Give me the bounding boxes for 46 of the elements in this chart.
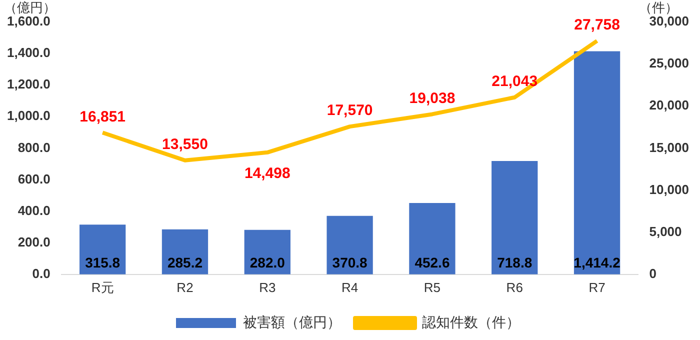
x-tick-label: R2 (176, 280, 194, 295)
data-label: 21,043 (492, 73, 538, 90)
bar (80, 224, 126, 274)
bar (574, 51, 620, 274)
y-tick-label: 0.0 (32, 266, 50, 281)
y2-axis-title: （件） (639, 0, 678, 16)
y2-tick-label: 5,000 (649, 224, 682, 239)
y-tick-label: 1,400.0 (7, 45, 50, 60)
y2-tick-label: 10,000 (649, 182, 690, 197)
data-label: 16,851 (80, 108, 126, 126)
data-label: 13,550 (162, 136, 208, 154)
data-label: 315.8 (85, 254, 120, 270)
y2-tick-label: 15,000 (649, 140, 690, 155)
bar (409, 203, 456, 274)
y2-tick-label: 30,000 (649, 14, 690, 29)
bar (326, 216, 373, 274)
data-label: 27,758 (574, 16, 620, 34)
data-label: 452.6 (414, 254, 450, 270)
x-tick-label: R4 (341, 280, 358, 295)
y-tick-label: 1,200.0 (7, 76, 50, 92)
x-tick-label: R7 (588, 280, 606, 295)
y2-tick-label: 25,000 (649, 56, 690, 71)
legend-label: 認知件数（件） (422, 314, 520, 330)
x-tick-label: R3 (259, 280, 276, 295)
data-label: 14,498 (244, 165, 290, 182)
x-tick-label: R元 (91, 280, 114, 295)
data-label: 718.8 (497, 254, 532, 270)
y2-tick-label: 0 (649, 266, 656, 281)
y-tick-label: 1,600.0 (7, 14, 50, 29)
bar (492, 161, 538, 274)
y-tick-label: 400.0 (18, 202, 50, 218)
data-label: 17,570 (326, 102, 373, 120)
y-tick-label: 200.0 (18, 234, 50, 250)
data-label: 19,038 (409, 90, 456, 107)
data-label: 1,414.2 (574, 254, 621, 270)
data-label: 370.8 (332, 254, 368, 270)
y-tick-label: 1,000.0 (7, 108, 50, 124)
x-tick-label: R6 (506, 280, 523, 295)
data-label: 282.0 (250, 254, 286, 270)
legend-label: 被害額（億円） (243, 314, 341, 330)
data-label: 285.2 (167, 254, 203, 270)
y-axis-title: （億円） (4, 0, 56, 16)
y2-tick-label: 20,000 (649, 98, 690, 113)
y-tick-label: 600.0 (18, 171, 50, 186)
x-tick-label: R5 (424, 280, 441, 295)
y-tick-label: 800.0 (18, 140, 50, 155)
